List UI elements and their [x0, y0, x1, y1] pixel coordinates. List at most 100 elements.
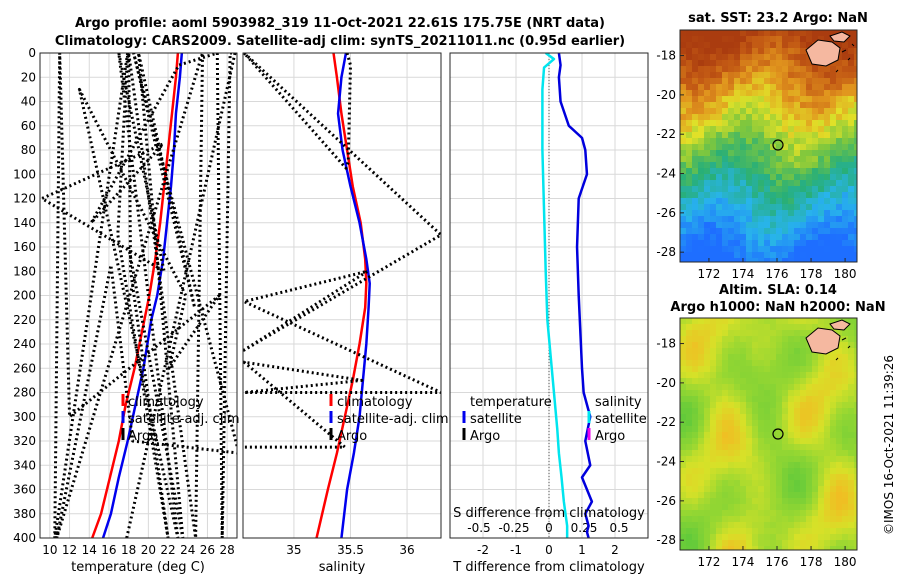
heatmap-cell: [806, 198, 812, 204]
heatmap-cell: [770, 192, 776, 198]
heatmap-cell: [758, 462, 764, 468]
heatmap-cell: [722, 540, 728, 546]
heatmap-cell: [842, 174, 848, 180]
heatmap-cell: [770, 228, 776, 234]
heatmap-cell: [788, 228, 794, 234]
heatmap-cell: [782, 126, 788, 132]
heatmap-cell: [752, 372, 758, 378]
heatmap-cell: [842, 342, 848, 348]
heatmap-cell: [818, 546, 824, 550]
heatmap-cell: [710, 114, 716, 120]
legend-label-climatology: climatology: [337, 395, 413, 410]
heatmap-cell: [812, 144, 818, 150]
heatmap-cell: [740, 390, 746, 396]
heatmap-cell: [770, 120, 776, 126]
heatmap-cell: [740, 198, 746, 204]
heatmap-cell: [692, 516, 698, 522]
heatmap-cell: [692, 534, 698, 540]
heatmap-cell: [710, 150, 716, 156]
heatmap-cell: [824, 486, 830, 492]
heatmap-cell: [758, 390, 764, 396]
heatmap-cell: [776, 522, 782, 528]
difference-s-tick-labels: -0.5 -0.25 0 0.25 0.5: [467, 521, 628, 535]
heatmap-cell: [818, 210, 824, 216]
heatmap-cell: [854, 60, 857, 66]
heatmap-cell: [698, 144, 704, 150]
heatmap-cell: [758, 30, 764, 36]
heatmap-cell: [842, 138, 848, 144]
heatmap-cell: [746, 36, 752, 42]
heatmap-cell: [794, 492, 800, 498]
heatmap-cell: [698, 240, 704, 246]
heatmap-cell: [752, 96, 758, 102]
heatmap-cell: [830, 114, 836, 120]
heatmap-cell: [830, 234, 836, 240]
heatmap-cell: [782, 510, 788, 516]
heatmap-cell: [752, 324, 758, 330]
heatmap-cell: [770, 180, 776, 186]
heatmap-cell: [854, 216, 857, 222]
heatmap-cell: [842, 234, 848, 240]
heatmap-cell: [836, 258, 842, 262]
heatmap-cell: [758, 420, 764, 426]
heatmap-cell: [788, 96, 794, 102]
heatmap-cell: [734, 198, 740, 204]
heatmap-cell: [812, 384, 818, 390]
heatmap-cell: [818, 528, 824, 534]
heatmap-cell: [818, 204, 824, 210]
heatmap-cell: [728, 132, 734, 138]
heatmap-cell: [824, 168, 830, 174]
heatmap-cell: [692, 408, 698, 414]
heatmap-cell: [824, 396, 830, 402]
heatmap-cell: [716, 450, 722, 456]
heatmap-cell: [704, 258, 710, 262]
heatmap-cell: [782, 114, 788, 120]
heatmap-cell: [680, 162, 686, 168]
heatmap-cell: [734, 222, 740, 228]
heatmap-cell: [728, 390, 734, 396]
heatmap-cell: [770, 414, 776, 420]
heatmap-cell: [776, 66, 782, 72]
heatmap-cell: [824, 186, 830, 192]
heatmap-cell: [710, 522, 716, 528]
heatmap-cell: [818, 366, 824, 372]
heatmap-cell: [842, 492, 848, 498]
heatmap-cell: [806, 156, 812, 162]
heatmap-cell: [686, 252, 692, 258]
heatmap-cell: [842, 516, 848, 522]
heatmap-cell: [800, 102, 806, 108]
heatmap-cell: [728, 354, 734, 360]
heatmap-cell: [836, 396, 842, 402]
heatmap-cell: [854, 240, 857, 246]
heatmap-cell: [680, 192, 686, 198]
heatmap-cell: [848, 510, 854, 516]
heatmap-cell: [692, 102, 698, 108]
heatmap-cell: [788, 444, 794, 450]
heatmap-cell: [764, 198, 770, 204]
heatmap-cell: [746, 474, 752, 480]
heatmap-cell: [758, 372, 764, 378]
heatmap-cell: [800, 384, 806, 390]
heatmap-cell: [788, 534, 794, 540]
heatmap-cell: [752, 144, 758, 150]
heatmap-cell: [764, 330, 770, 336]
heatmap-cell: [698, 444, 704, 450]
heatmap-cell: [788, 180, 794, 186]
heatmap-cell: [824, 510, 830, 516]
heatmap-cell: [770, 54, 776, 60]
heatmap-cell: [836, 492, 842, 498]
heatmap-cell: [824, 516, 830, 522]
heatmap-cell: [764, 84, 770, 90]
heatmap-cell: [848, 420, 854, 426]
heatmap-cell: [782, 348, 788, 354]
heatmap-cell: [704, 42, 710, 48]
heatmap-cell: [776, 504, 782, 510]
heatmap-cell: [734, 186, 740, 192]
heatmap-cell: [842, 360, 848, 366]
heatmap-cell: [788, 498, 794, 504]
heatmap-cell: [818, 510, 824, 516]
heatmap-cell: [692, 546, 698, 550]
salinity-x-tick-labels: 35 35.5 36: [286, 543, 414, 557]
heatmap-cell: [734, 30, 740, 36]
heatmap-cell: [836, 456, 842, 462]
